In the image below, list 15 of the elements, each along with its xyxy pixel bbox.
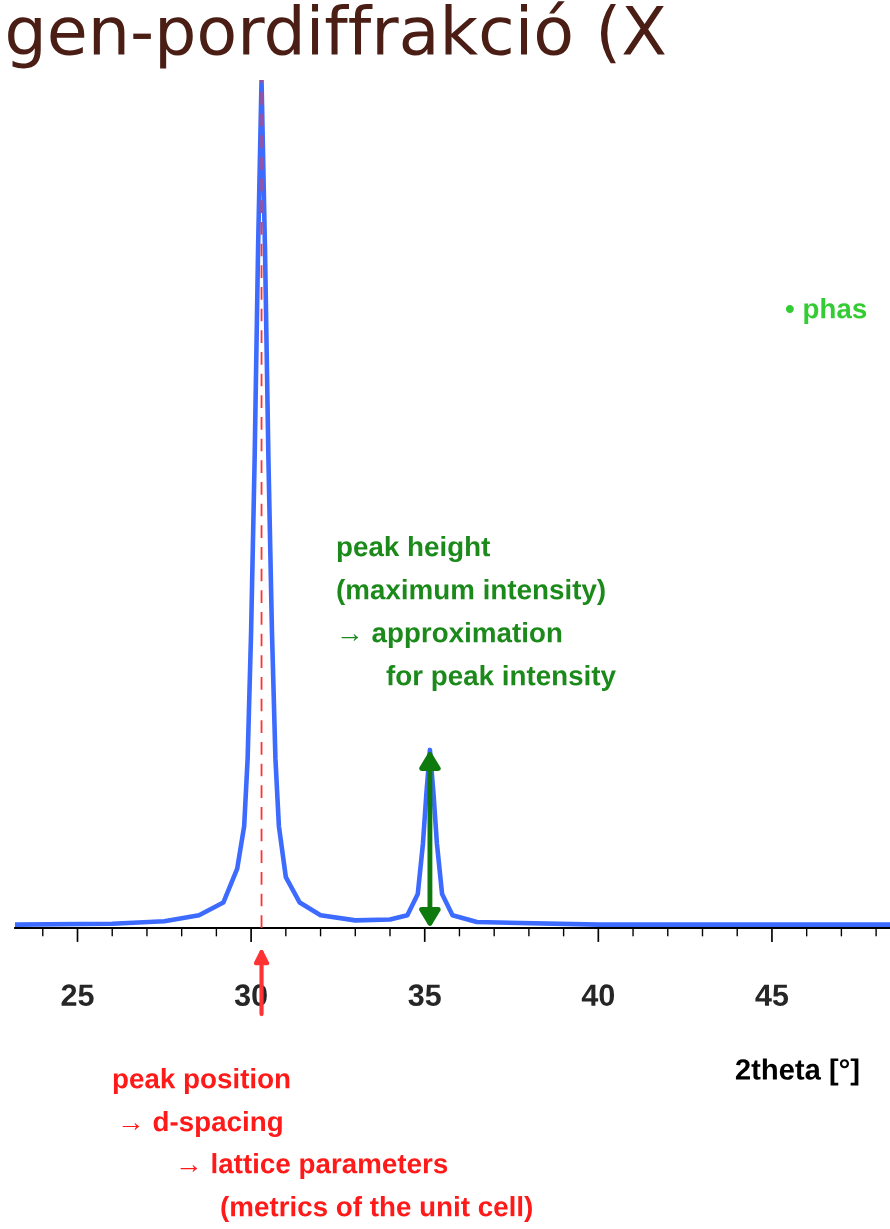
annotation: → approximation [341, 622, 562, 648]
x-tick-label: 35 [408, 984, 441, 1007]
chart-title: gen-pordiffrakció (X [8, 1, 665, 69]
text: (metrics of the unit cell) [221, 1196, 532, 1222]
annotation: peak height [337, 535, 491, 563]
text: → d-spacing [122, 1110, 282, 1138]
x-tick-label: 45 [755, 984, 789, 1006]
annotation: (maximum intensity) [337, 579, 605, 605]
text: peak position [113, 1068, 290, 1094]
x-axis-title: 2theta [°] [735, 1058, 859, 1086]
annotation: for peak intensity [386, 665, 616, 691]
text: → lattice parameters [180, 1153, 448, 1179]
annotation: • phas [785, 298, 867, 324]
x-tick-label: 40 [581, 984, 615, 1006]
x-tick-label: 25 [61, 984, 94, 1006]
